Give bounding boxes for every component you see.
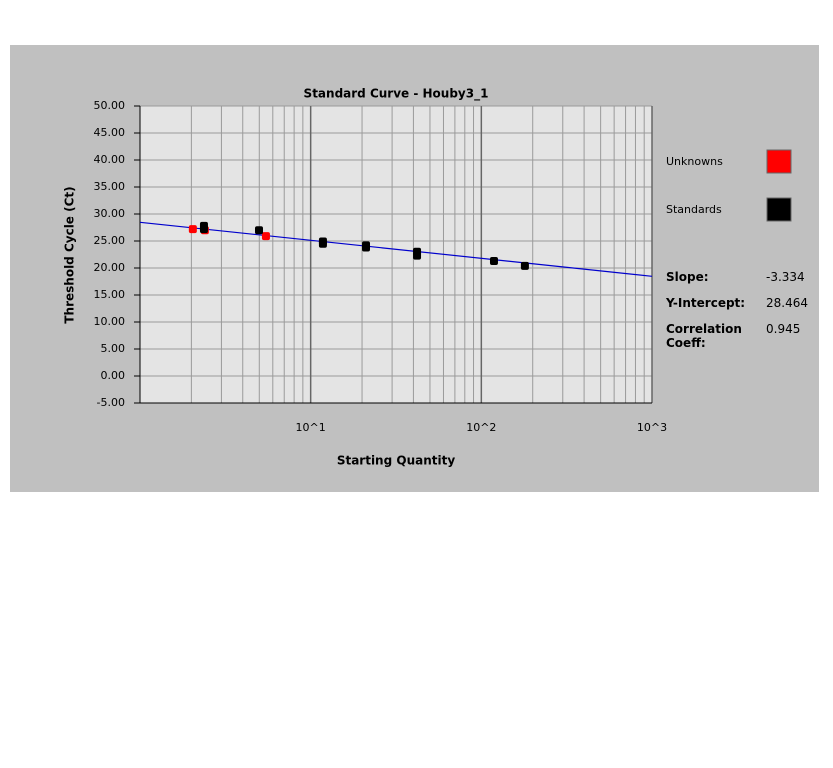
y-tick-label: 20.00 (94, 261, 126, 274)
stats-panel: Slope: -3.334 Y-Intercept: 28.464 Correlatio… (666, 270, 808, 362)
point (362, 243, 371, 252)
x-axis-label: Starting Quantity (337, 454, 456, 468)
point (254, 226, 263, 235)
point (489, 256, 498, 265)
y-tick-label: 35.00 (94, 180, 126, 193)
y-tick-label: 50.00 (94, 99, 126, 112)
point (199, 225, 208, 234)
point (413, 251, 422, 260)
stat-row: Slope: -3.334 (666, 270, 808, 284)
legend-swatch (766, 149, 792, 174)
x-tick-label: 10^2 (466, 421, 496, 434)
stat-row: Correlation Coeff: 0.945 (666, 322, 808, 350)
chart-title: Standard Curve - Houby3_1 (304, 87, 489, 102)
stat-value: -3.334 (766, 270, 805, 284)
stat-row: Y-Intercept: 28.464 (666, 296, 808, 310)
legend-label: Standards (666, 203, 722, 216)
stat-value: 28.464 (766, 296, 808, 310)
stat-label: Correlation Coeff: (666, 322, 742, 350)
stat-label: Slope: (666, 270, 709, 284)
x-tick-label: 10^3 (637, 421, 667, 434)
y-tick-label: 10.00 (94, 315, 126, 328)
y-tick-label: 5.00 (101, 342, 126, 355)
legend-swatch (766, 197, 792, 222)
point (520, 261, 529, 270)
y-tick-label: 45.00 (94, 126, 126, 139)
y-tick-label: 0.00 (101, 369, 126, 382)
stat-label: Y-Intercept: (666, 296, 746, 310)
stat-value: 0.945 (766, 322, 801, 336)
legend-label: Unknowns (666, 155, 723, 168)
y-tick-label: 30.00 (94, 207, 126, 220)
point (318, 239, 327, 248)
fit-line (139, 221, 653, 277)
y-tick-label: 40.00 (94, 153, 126, 166)
y-tick-label: 25.00 (94, 234, 126, 247)
point (261, 232, 270, 241)
y-tick-label: -5.00 (97, 396, 125, 409)
point (188, 225, 197, 234)
x-tick-label: 10^1 (296, 421, 326, 434)
y-axis-label: Threshold Cycle (Ct) (63, 186, 77, 323)
plot-area (140, 106, 652, 403)
y-tick-label: 15.00 (94, 288, 126, 301)
